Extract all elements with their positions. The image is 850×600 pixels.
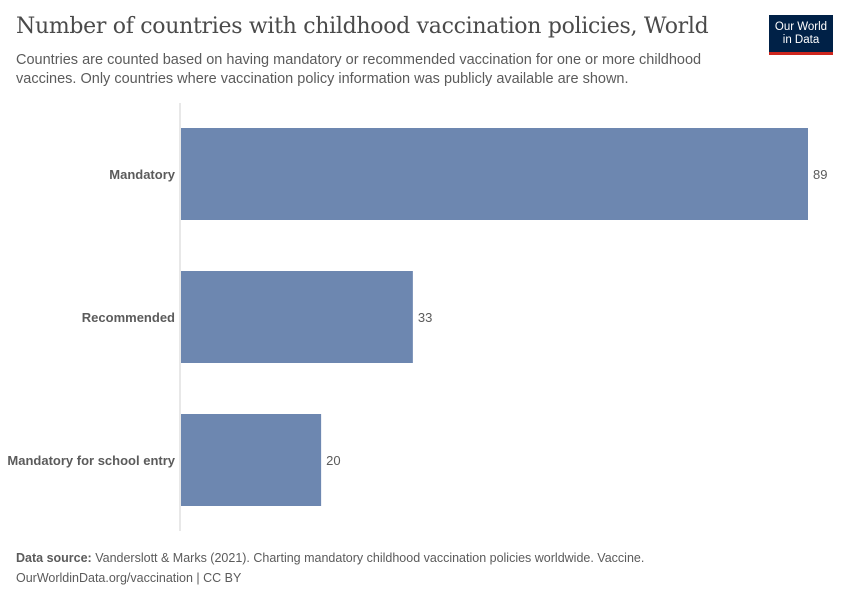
source-label: Data source:	[16, 551, 92, 565]
url-license[interactable]: OurWorldinData.org/vaccination | CC BY	[16, 571, 242, 585]
chart-title: Number of countries with childhood vacci…	[16, 14, 709, 39]
bar-mandatory[interactable]	[181, 128, 808, 220]
value-label: 33	[418, 310, 432, 325]
bar-mandatory-for-school-entry[interactable]	[181, 414, 322, 506]
footer: Data source: Vanderslott & Marks (2021).…	[16, 548, 644, 588]
source-text: Vanderslott & Marks (2021). Charting man…	[91, 551, 645, 565]
category-label: Mandatory	[109, 167, 176, 182]
category-label: Recommended	[82, 310, 175, 325]
logo-line2: in Data	[782, 33, 820, 46]
owid-logo[interactable]: Our World in Data	[769, 15, 833, 55]
bar-recommended[interactable]	[181, 271, 413, 363]
logo-line1: Our World	[774, 20, 828, 33]
value-label: 20	[326, 453, 340, 468]
chart-subtitle: Countries are counted based on having ma…	[16, 52, 702, 87]
data-source: Data source: Vanderslott & Marks (2021).…	[16, 548, 644, 568]
category-label: Mandatory for school entry	[7, 453, 175, 468]
value-label: 89	[813, 167, 827, 182]
